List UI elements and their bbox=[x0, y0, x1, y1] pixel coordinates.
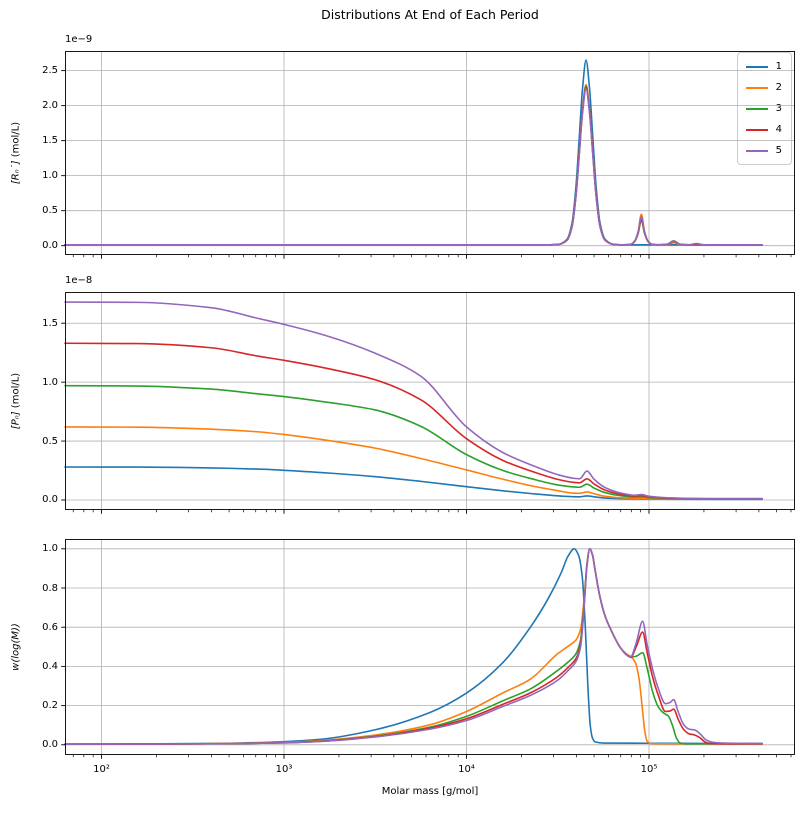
legend-line-swatch bbox=[745, 86, 768, 89]
y-axis-label-unit: (mol/L) bbox=[10, 372, 22, 412]
legend-entry-label: 5 bbox=[775, 145, 782, 156]
axis-offset-label: 1e−9 bbox=[65, 34, 93, 45]
y-tick-label: 0.4 bbox=[42, 660, 58, 672]
axis-offset-label: 1e−8 bbox=[65, 275, 93, 286]
y-tick-label: 0.5 bbox=[42, 205, 58, 217]
plot-area-1 bbox=[61, 51, 795, 259]
series-line-5 bbox=[64, 88, 763, 246]
series-line-2 bbox=[64, 83, 763, 246]
legend-line-swatch bbox=[745, 65, 768, 68]
y-axis-label-2: [Pₙ] (mol/L) bbox=[11, 373, 22, 429]
series-line-5 bbox=[64, 548, 763, 746]
y-tick-label: 0.0 bbox=[42, 739, 58, 751]
y-axis-label-math: w(log(M)) bbox=[10, 623, 22, 671]
y-tick-label: 1.0 bbox=[42, 376, 58, 388]
y-tick-label: 0.6 bbox=[42, 621, 58, 633]
legend-entry: 4 bbox=[745, 119, 782, 140]
y-tick-label: 2.0 bbox=[42, 100, 58, 112]
legend-line-swatch bbox=[745, 128, 768, 131]
legend-line-swatch bbox=[745, 107, 768, 110]
legend-entry-label: 2 bbox=[775, 82, 782, 93]
legend-entry: 2 bbox=[745, 77, 782, 98]
x-tick-label: 10³ bbox=[275, 764, 293, 775]
y-axis-label-3: w(log(M)) bbox=[11, 623, 22, 671]
y-tick-label: 0.8 bbox=[42, 582, 58, 594]
x-tick-label: 10⁴ bbox=[458, 764, 475, 775]
series-line-2 bbox=[64, 426, 763, 500]
y-axis-label-unit: (mol/L) bbox=[10, 121, 22, 161]
y-tick-label: 0.0 bbox=[42, 494, 58, 506]
y-tick-label: 1.0 bbox=[42, 170, 58, 182]
y-tick-label: 1.0 bbox=[42, 543, 58, 555]
series-line-4 bbox=[64, 342, 763, 500]
series-line-1 bbox=[64, 59, 763, 246]
y-axis-label-math: [Pₙ] bbox=[10, 411, 22, 430]
axes-spines bbox=[65, 539, 795, 755]
legend-entry-label: 1 bbox=[775, 61, 782, 72]
legend-entry-label: 3 bbox=[775, 103, 782, 114]
figure-title: Distributions At End of Each Period bbox=[321, 7, 539, 22]
series-line-1 bbox=[64, 548, 763, 745]
y-tick-label: 2.5 bbox=[42, 65, 58, 77]
series-line-1 bbox=[64, 466, 763, 501]
legend-line-swatch bbox=[745, 149, 768, 152]
y-tick-label: 1.5 bbox=[42, 317, 58, 329]
legend-entry: 5 bbox=[745, 140, 782, 161]
series-line-5 bbox=[64, 301, 763, 500]
x-tick-label: 10⁵ bbox=[640, 764, 658, 775]
series-line-3 bbox=[64, 384, 763, 500]
y-tick-label: 0.5 bbox=[42, 435, 58, 447]
axes-spines bbox=[65, 292, 795, 510]
y-axis-label-math: [Rₙ˙] bbox=[10, 160, 22, 185]
x-axis-label: Molar mass [g/mol] bbox=[381, 786, 479, 797]
legend-entry: 1 bbox=[745, 56, 782, 77]
y-tick-label: 0.2 bbox=[42, 700, 58, 712]
legend-entry-label: 4 bbox=[775, 124, 782, 135]
series-line-3 bbox=[64, 548, 763, 746]
series-line-2 bbox=[64, 548, 763, 746]
series-line-4 bbox=[64, 86, 763, 246]
plot-area-3 bbox=[61, 539, 795, 759]
series-line-3 bbox=[64, 85, 763, 246]
legend-entry: 3 bbox=[745, 98, 782, 119]
axes-spines bbox=[65, 51, 795, 255]
y-axis-label-1: [Rₙ˙] (mol/L) bbox=[11, 122, 22, 184]
x-tick-label: 10² bbox=[93, 764, 110, 775]
series-line-4 bbox=[64, 548, 763, 746]
y-tick-label: 1.5 bbox=[42, 135, 58, 147]
y-tick-label: 0.0 bbox=[42, 240, 58, 252]
plot-area-2 bbox=[61, 292, 795, 514]
